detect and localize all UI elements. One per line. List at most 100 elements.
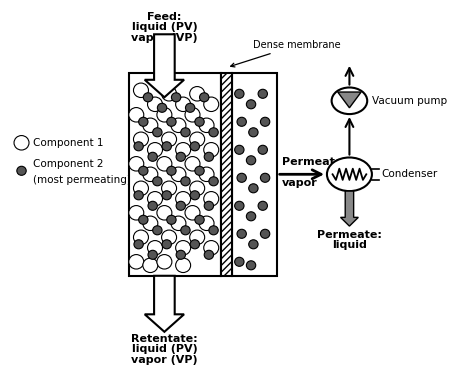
Ellipse shape bbox=[190, 230, 205, 244]
Ellipse shape bbox=[171, 216, 186, 230]
Ellipse shape bbox=[185, 108, 200, 122]
Ellipse shape bbox=[157, 206, 172, 220]
Ellipse shape bbox=[176, 258, 191, 273]
Ellipse shape bbox=[148, 201, 157, 210]
Text: vapor (VP): vapor (VP) bbox=[131, 355, 198, 364]
Ellipse shape bbox=[157, 103, 167, 112]
Ellipse shape bbox=[176, 142, 191, 157]
Polygon shape bbox=[145, 34, 184, 97]
Bar bbox=[232, 73, 277, 276]
Ellipse shape bbox=[162, 230, 177, 244]
Text: liquid (PV): liquid (PV) bbox=[131, 22, 197, 32]
Ellipse shape bbox=[204, 201, 214, 210]
Ellipse shape bbox=[143, 167, 158, 182]
Ellipse shape bbox=[237, 117, 246, 126]
Text: liquid (PV): liquid (PV) bbox=[131, 344, 197, 354]
Ellipse shape bbox=[204, 250, 214, 259]
Ellipse shape bbox=[171, 118, 186, 132]
Ellipse shape bbox=[147, 192, 163, 206]
Text: Permeate:: Permeate: bbox=[282, 157, 346, 167]
Ellipse shape bbox=[246, 261, 256, 270]
Ellipse shape bbox=[134, 191, 143, 200]
Ellipse shape bbox=[172, 93, 181, 102]
Ellipse shape bbox=[195, 215, 204, 224]
Ellipse shape bbox=[134, 181, 148, 196]
Ellipse shape bbox=[185, 206, 200, 220]
Ellipse shape bbox=[204, 240, 219, 255]
Ellipse shape bbox=[14, 135, 29, 150]
Ellipse shape bbox=[235, 257, 244, 266]
Ellipse shape bbox=[138, 215, 148, 224]
Text: (most permeating): (most permeating) bbox=[33, 175, 131, 185]
Ellipse shape bbox=[167, 215, 176, 224]
Ellipse shape bbox=[249, 240, 258, 249]
Ellipse shape bbox=[181, 226, 190, 235]
Ellipse shape bbox=[258, 145, 267, 154]
Text: vapor (VP): vapor (VP) bbox=[131, 33, 198, 43]
Ellipse shape bbox=[199, 118, 214, 132]
Ellipse shape bbox=[258, 201, 267, 210]
Text: vapor: vapor bbox=[282, 178, 317, 188]
Ellipse shape bbox=[249, 184, 258, 193]
Ellipse shape bbox=[237, 229, 246, 238]
Ellipse shape bbox=[129, 255, 144, 269]
Ellipse shape bbox=[176, 201, 185, 210]
Ellipse shape bbox=[134, 83, 148, 98]
Text: liquid: liquid bbox=[332, 240, 367, 250]
Ellipse shape bbox=[176, 152, 185, 161]
Ellipse shape bbox=[185, 157, 200, 171]
Ellipse shape bbox=[176, 250, 185, 259]
Ellipse shape bbox=[162, 191, 172, 200]
Ellipse shape bbox=[260, 173, 270, 182]
Ellipse shape bbox=[176, 240, 191, 255]
Ellipse shape bbox=[260, 117, 270, 126]
Ellipse shape bbox=[209, 226, 218, 235]
Ellipse shape bbox=[195, 117, 204, 126]
Ellipse shape bbox=[153, 226, 162, 235]
Ellipse shape bbox=[246, 156, 256, 165]
Ellipse shape bbox=[199, 216, 214, 230]
Ellipse shape bbox=[209, 177, 218, 186]
Text: Condenser: Condenser bbox=[381, 169, 438, 179]
Ellipse shape bbox=[246, 100, 256, 109]
Ellipse shape bbox=[181, 177, 190, 186]
Text: Component 2: Component 2 bbox=[33, 159, 104, 169]
Text: Feed:: Feed: bbox=[147, 11, 182, 22]
Ellipse shape bbox=[157, 255, 172, 269]
Ellipse shape bbox=[190, 240, 200, 249]
Ellipse shape bbox=[129, 108, 144, 122]
Ellipse shape bbox=[162, 181, 177, 196]
Ellipse shape bbox=[181, 128, 190, 137]
Text: Dense membrane: Dense membrane bbox=[231, 40, 341, 67]
Ellipse shape bbox=[147, 142, 163, 157]
Ellipse shape bbox=[143, 93, 153, 102]
Ellipse shape bbox=[162, 142, 172, 151]
Ellipse shape bbox=[237, 173, 246, 182]
Ellipse shape bbox=[143, 258, 158, 273]
Ellipse shape bbox=[147, 240, 163, 255]
Ellipse shape bbox=[17, 166, 26, 175]
Ellipse shape bbox=[134, 132, 148, 146]
Ellipse shape bbox=[148, 152, 157, 161]
Ellipse shape bbox=[129, 206, 144, 220]
Ellipse shape bbox=[162, 132, 177, 146]
Ellipse shape bbox=[162, 87, 177, 101]
Ellipse shape bbox=[260, 229, 270, 238]
Ellipse shape bbox=[195, 166, 204, 175]
Ellipse shape bbox=[204, 192, 219, 206]
Ellipse shape bbox=[199, 167, 214, 182]
Ellipse shape bbox=[134, 240, 143, 249]
Ellipse shape bbox=[157, 157, 172, 171]
Circle shape bbox=[327, 157, 372, 191]
Ellipse shape bbox=[246, 212, 256, 221]
Text: Vacuum pump: Vacuum pump bbox=[372, 96, 447, 106]
Ellipse shape bbox=[171, 167, 186, 182]
Ellipse shape bbox=[190, 142, 200, 151]
Ellipse shape bbox=[204, 142, 219, 157]
Ellipse shape bbox=[204, 97, 219, 112]
Ellipse shape bbox=[167, 117, 176, 126]
Ellipse shape bbox=[147, 97, 163, 112]
Ellipse shape bbox=[138, 166, 148, 175]
Ellipse shape bbox=[162, 240, 172, 249]
Ellipse shape bbox=[134, 230, 148, 244]
